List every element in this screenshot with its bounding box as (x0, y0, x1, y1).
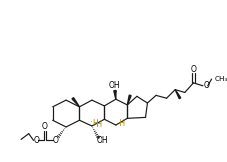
Text: O: O (33, 136, 39, 145)
Polygon shape (127, 95, 131, 105)
Text: O: O (42, 122, 48, 131)
Text: ·H: ·H (94, 120, 102, 129)
Text: O: O (52, 136, 58, 145)
Polygon shape (174, 90, 180, 99)
Text: ·: · (89, 119, 92, 128)
Text: H: H (91, 119, 97, 128)
Text: OH: OH (109, 81, 120, 90)
Text: ·H: ·H (117, 119, 125, 128)
Text: CH₃: CH₃ (214, 76, 227, 82)
Polygon shape (72, 98, 79, 107)
Text: O: O (203, 81, 209, 90)
Polygon shape (113, 90, 115, 99)
Text: OH: OH (96, 136, 108, 145)
Text: O: O (190, 65, 195, 74)
